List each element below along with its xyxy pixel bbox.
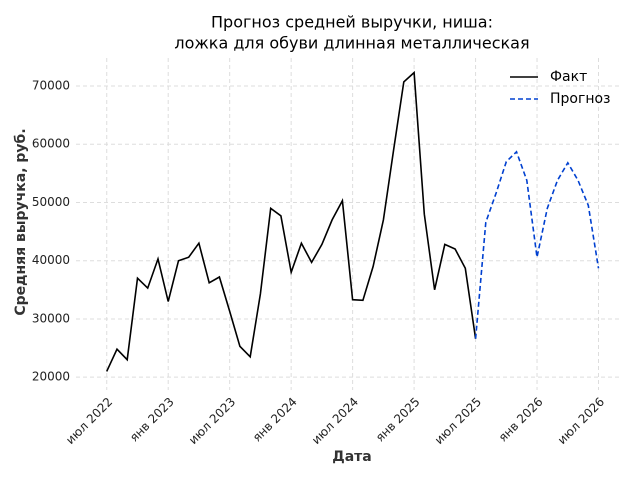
x-tick-label: янв 2026	[496, 395, 546, 445]
x-axis-label: Дата	[332, 449, 371, 465]
x-tick-label: янв 2025	[373, 395, 423, 445]
chart-title: ложка для обуви длинная металлическая	[174, 34, 529, 53]
series-line	[105, 70, 477, 372]
y-tick-label: 40000	[32, 253, 70, 267]
y-tick-label: 20000	[32, 370, 70, 384]
x-tick-label: янв 2024	[250, 395, 300, 445]
chart-title: Прогноз средней выручки, ниша:	[211, 13, 493, 32]
x-tick-label: июл 2025	[432, 395, 484, 447]
y-axis-label: Средняя выручка, руб.	[13, 128, 29, 315]
x-tick-label: июл 2022	[63, 395, 115, 447]
x-tick-label: июл 2023	[186, 395, 238, 447]
legend-label: Прогноз	[550, 91, 611, 107]
x-tick-label: июл 2026	[555, 395, 607, 447]
y-tick-label: 70000	[32, 78, 70, 92]
series-line	[474, 150, 600, 339]
x-tick-label: июл 2024	[309, 395, 361, 447]
y-tick-label: 60000	[32, 137, 70, 151]
x-tick-label: янв 2023	[127, 395, 177, 445]
y-tick-label: 30000	[32, 311, 70, 325]
legend-label: Факт	[550, 69, 587, 85]
y-tick-label: 50000	[32, 195, 70, 209]
